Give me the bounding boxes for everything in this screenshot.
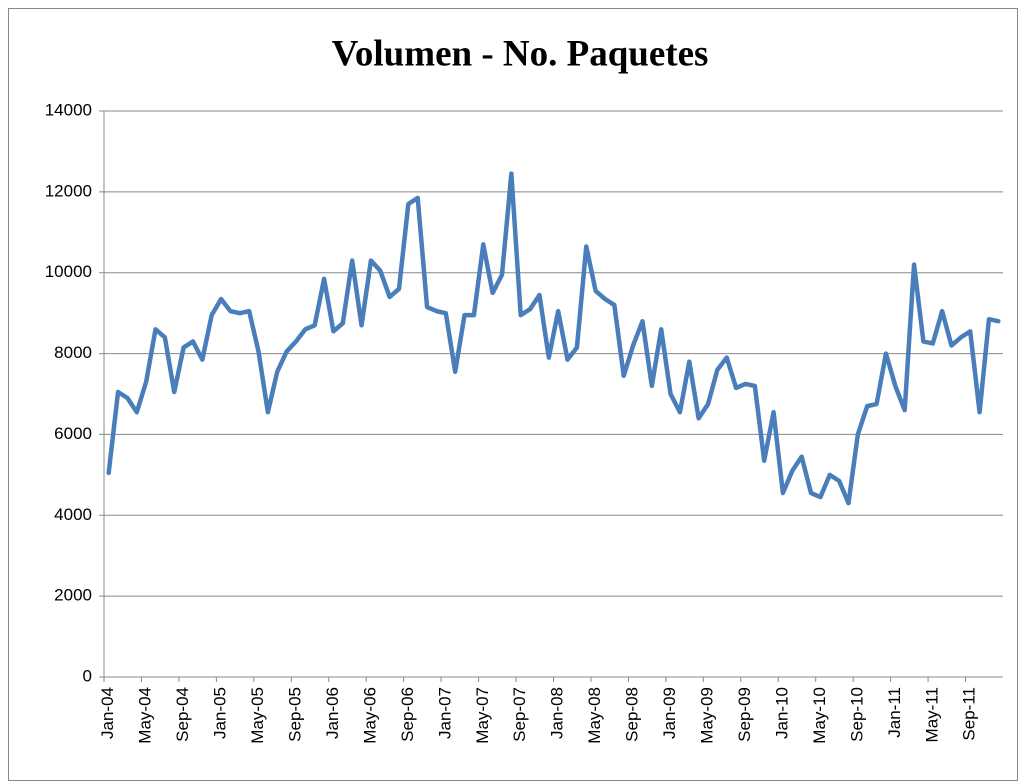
x-tick-label: May-06 [360,687,379,744]
y-tick-label: 0 [83,666,92,685]
x-tick-label: Jan-07 [435,687,454,739]
chart-border [8,8,1018,781]
x-tick-label: Jan-06 [323,687,342,739]
x-tick-label: Sep-11 [960,687,979,741]
y-tick-label: 6000 [54,424,92,443]
data-line [106,171,1001,506]
x-tick-label: Sep-08 [623,687,642,742]
x-tick-label: Sep-09 [735,687,754,742]
x-tick-label: Jan-09 [660,687,679,739]
x-tick-label: Sep-05 [285,687,304,742]
y-tick-label: 2000 [54,586,92,605]
y-tick-label: 14000 [45,100,92,119]
x-tick-label: Sep-10 [847,687,866,742]
x-tick-label: May-05 [248,687,267,744]
x-tick-label: Sep-04 [173,687,192,742]
y-tick-label: 10000 [45,262,92,281]
x-tick-label: May-09 [698,687,717,744]
y-tick-label: 12000 [45,181,92,200]
x-tick-label: May-04 [136,687,155,744]
x-tick-label: Jan-04 [98,687,117,739]
chart-title: Volumen - No. Paquetes [332,33,709,74]
x-tick-label: May-11 [922,687,941,742]
x-tick-label: Jan-10 [772,687,791,739]
x-tick-label: Jan-05 [211,687,230,739]
y-tick-label: 8000 [54,343,92,362]
x-tick-label: May-07 [473,687,492,744]
x-tick-label: May-08 [585,687,604,744]
y-tick-label: 4000 [54,505,92,524]
x-tick-label: Sep-07 [510,687,529,742]
x-tick-label: Sep-06 [398,687,417,742]
x-tick-label: Jan-11 [885,687,904,738]
x-tick-label: Jan-08 [548,687,567,739]
x-tick-label: May-10 [810,687,829,744]
